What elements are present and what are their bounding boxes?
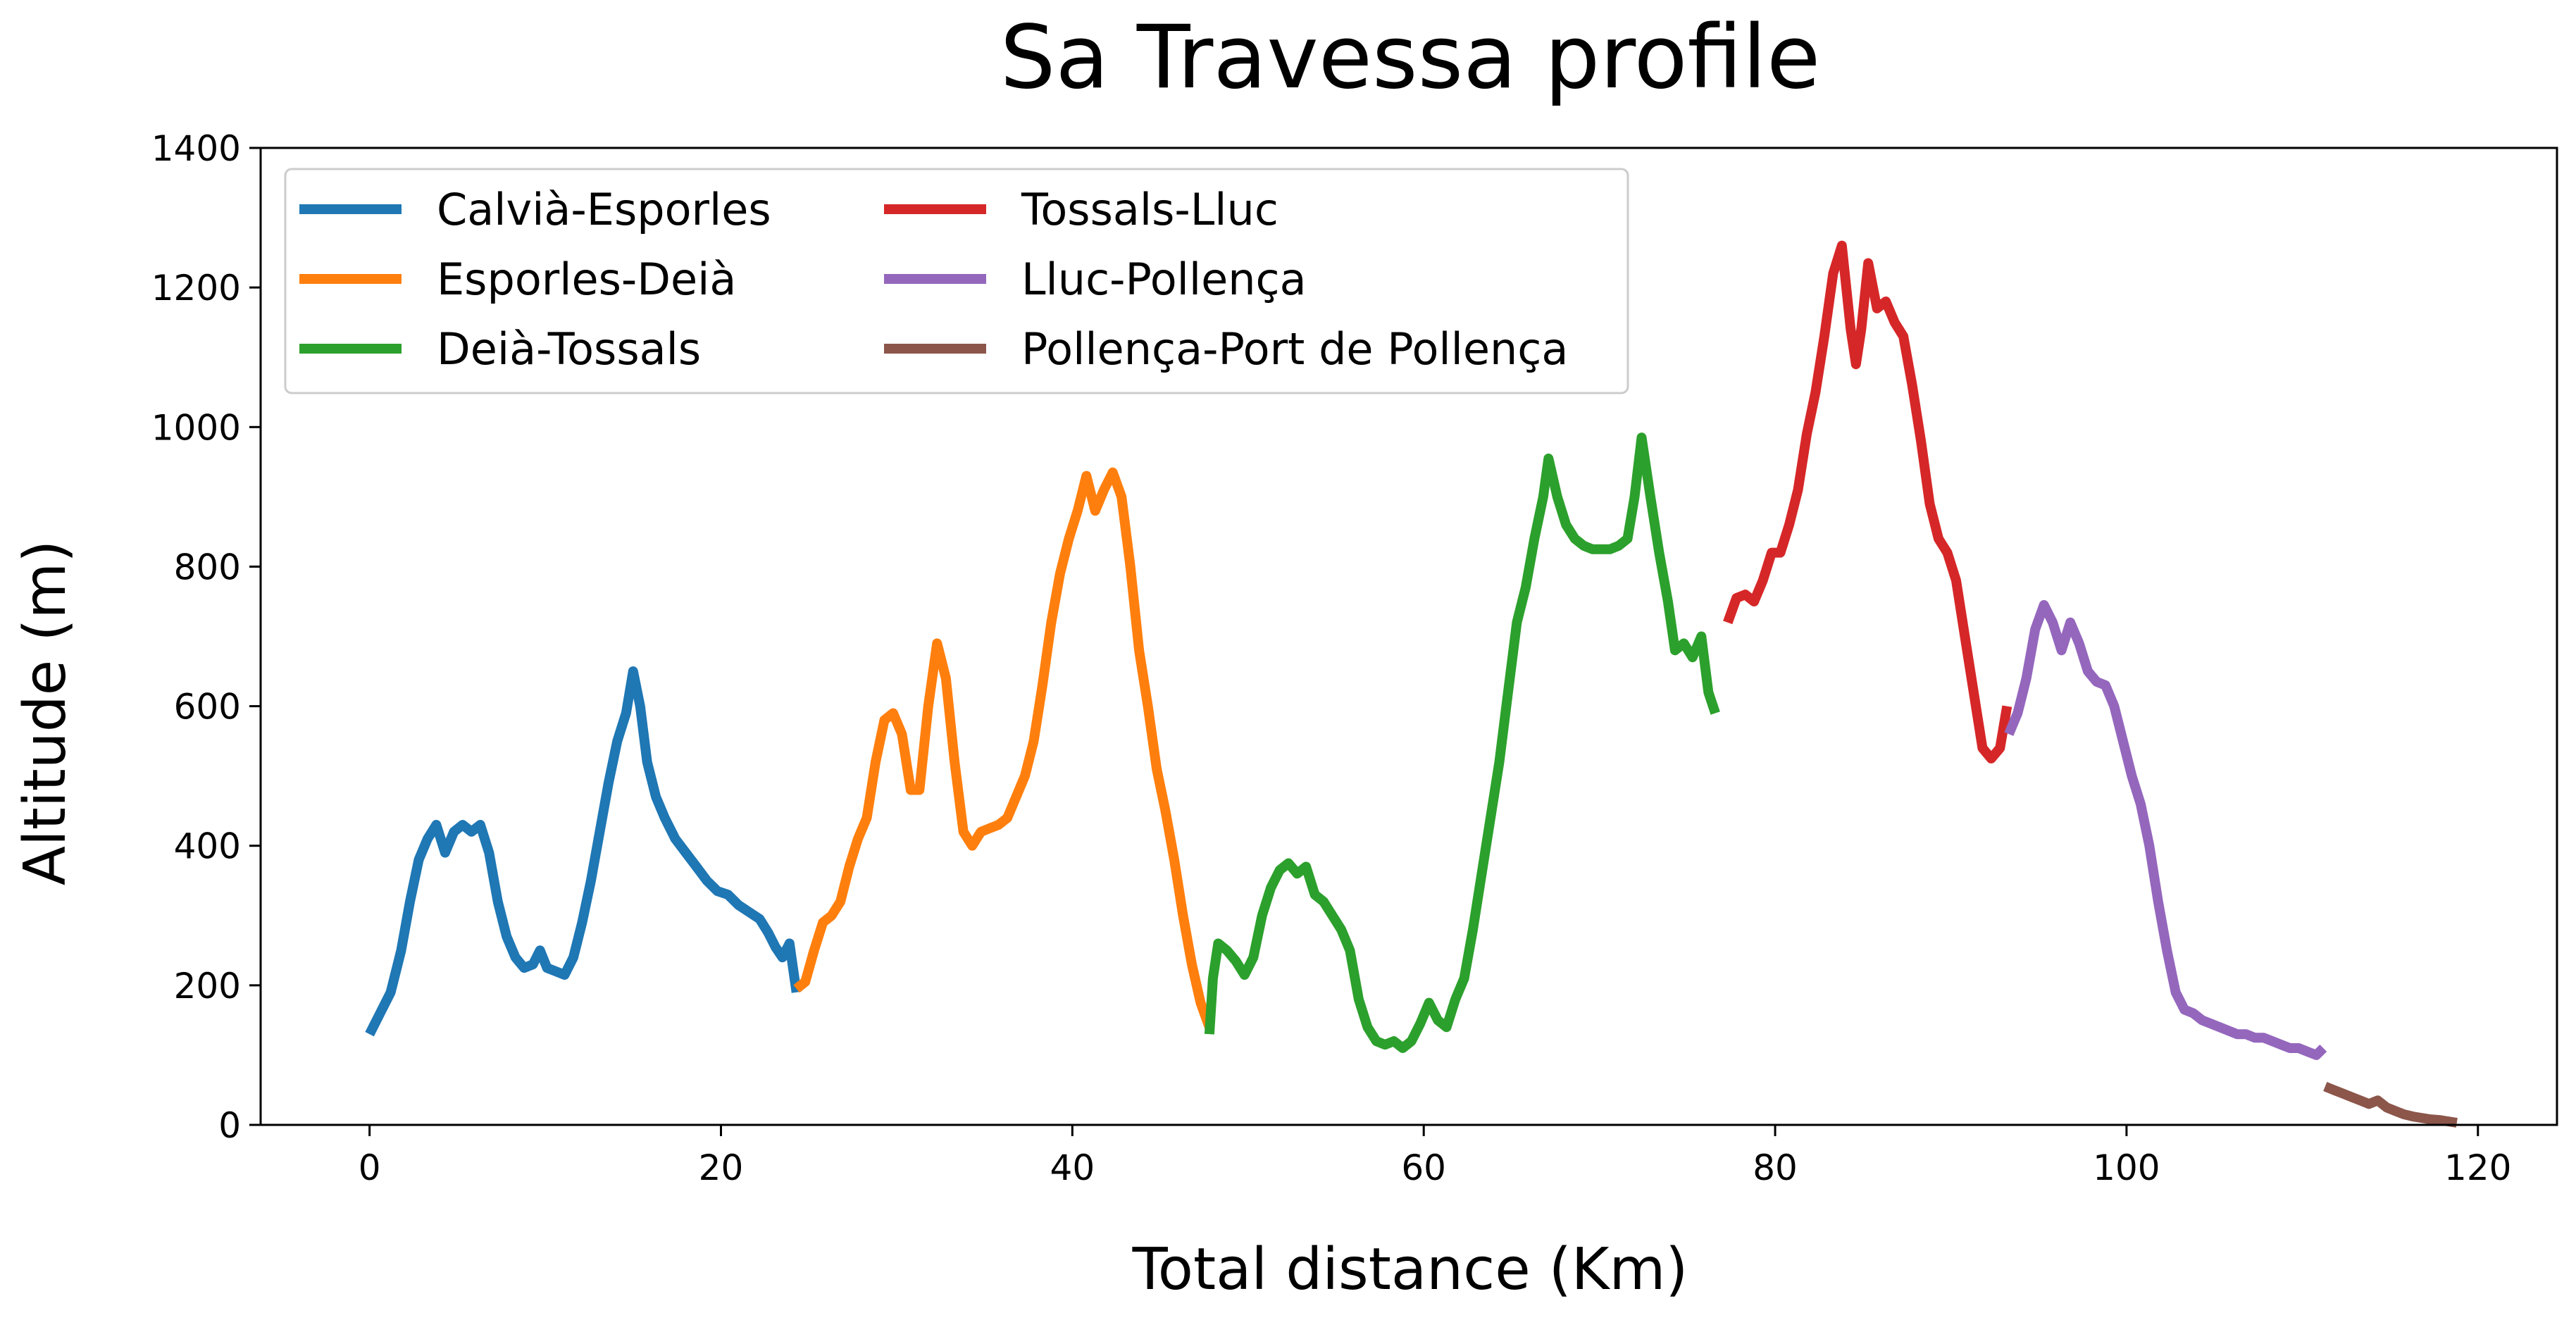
legend: Calvià-Esporles Esporles-Deià Deià-Tossals… (284, 168, 1629, 394)
y-tick-label: 0 (218, 1105, 241, 1146)
x-axis-label: Total distance (Km) (1132, 1236, 1688, 1303)
series-line-2 (793, 467, 1214, 1029)
legend-label-1: Calvià-Esporles (437, 184, 771, 235)
series-line-6 (2323, 1082, 2458, 1128)
plot-frame (259, 147, 2558, 1126)
y-axis: 0 200 400 600 800 1000 1200 1400 (151, 128, 261, 1146)
y-tick-label: 200 (174, 966, 241, 1007)
y-tick-label: 1200 (151, 268, 241, 309)
y-tick-label: 1000 (151, 407, 241, 448)
chart-title: Sa Travessa profile (1000, 7, 1821, 108)
y-axis-label: Altitude (m) (12, 540, 79, 885)
x-tick-label: 40 (1050, 1147, 1095, 1188)
x-tick-label: 60 (1401, 1147, 1446, 1188)
x-tick-label: 80 (1753, 1147, 1798, 1188)
x-tick-label: 100 (2093, 1147, 2160, 1188)
series-line-4 (1723, 240, 2012, 764)
series-line-3 (1204, 432, 1720, 1053)
y-tick-label: 800 (174, 547, 241, 587)
y-tick-label: 1400 (151, 128, 241, 169)
x-axis: 0 20 40 60 80 100 120 (359, 1125, 2511, 1188)
series-line-1 (365, 666, 802, 1037)
y-tick-label: 400 (174, 826, 241, 867)
x-tick-label: 20 (699, 1147, 744, 1188)
legend-label-5: Lluc-Pollença (1021, 254, 1307, 305)
x-tick-label: 0 (359, 1147, 381, 1188)
series-line-5 (2004, 599, 2327, 1060)
legend-label-3: Deià-Tossals (437, 323, 701, 375)
legend-label-2: Esporles-Deià (437, 254, 736, 305)
x-tick-label: 120 (2444, 1147, 2511, 1188)
y-tick-label: 600 (174, 687, 241, 728)
legend-label-6: Pollença-Port de Pollença (1021, 323, 1568, 375)
plot-lines (365, 240, 2458, 1128)
legend-label-4: Tossals-Lluc (1021, 184, 1278, 235)
